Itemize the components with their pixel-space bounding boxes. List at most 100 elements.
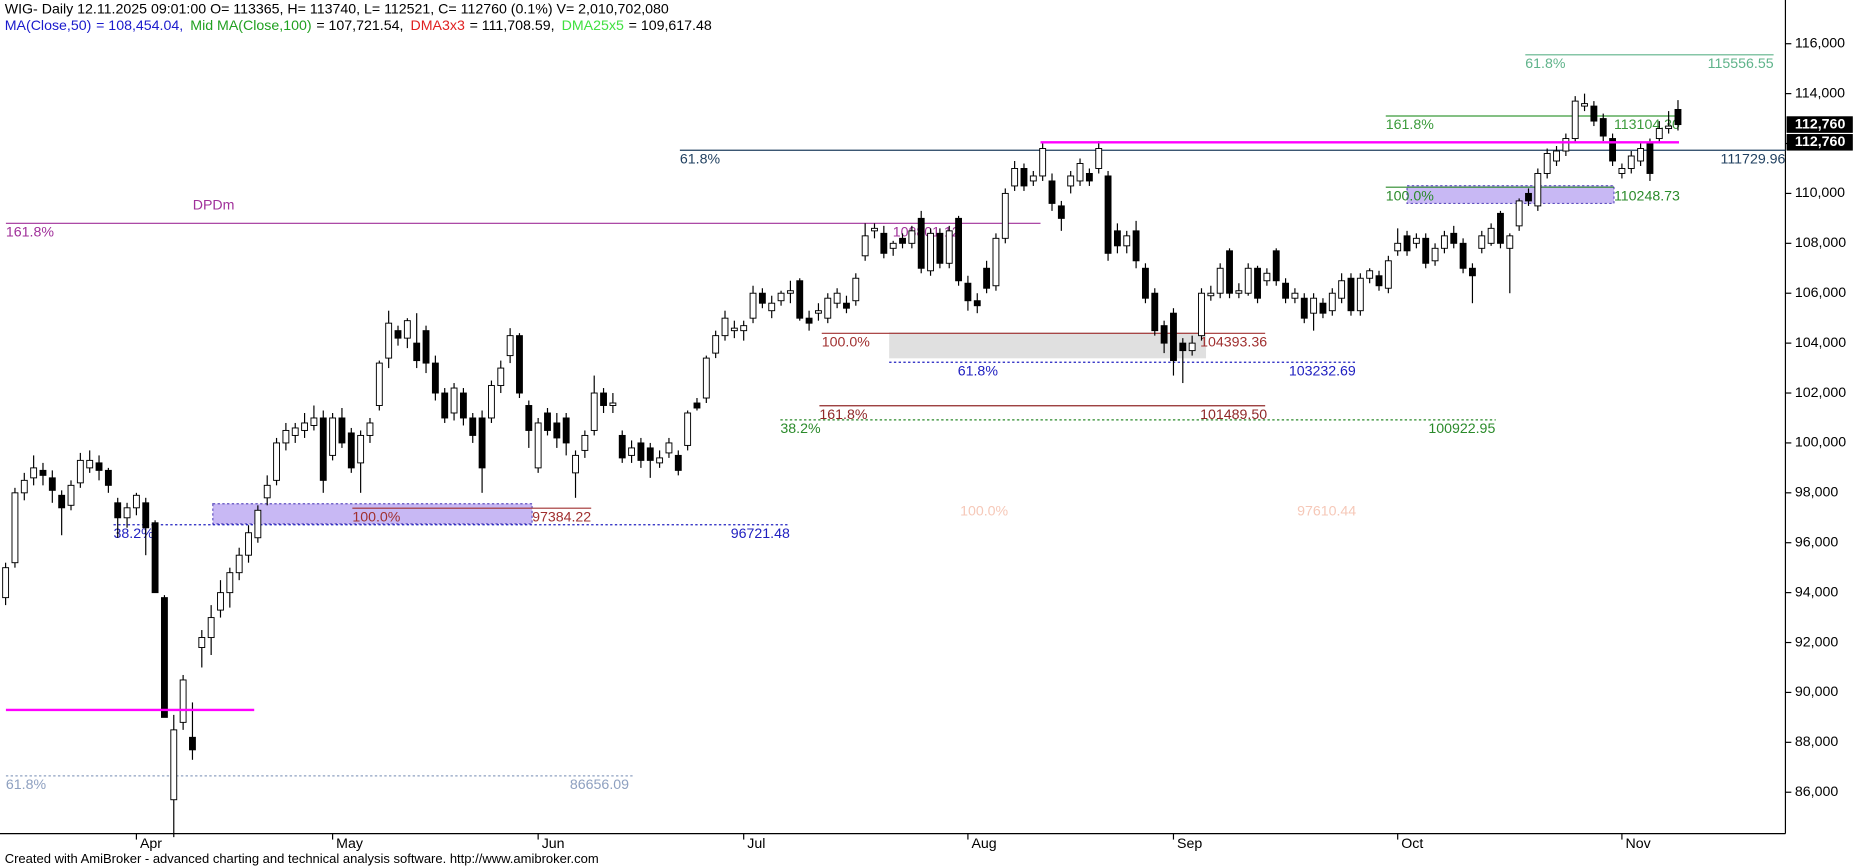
candle-body (207, 617, 215, 639)
candle-body (1020, 168, 1028, 187)
candle-body (525, 405, 533, 431)
price-tag-label: 112,760 (1795, 134, 1846, 150)
candle-body (1160, 325, 1168, 344)
level-pct: 100.0% (352, 509, 400, 525)
candle-body (581, 434, 589, 451)
candle-body (1104, 175, 1112, 254)
candle-body (665, 442, 673, 454)
level-pct: 61.8% (680, 151, 721, 167)
candle-body (1272, 250, 1280, 282)
candle-body (319, 417, 327, 481)
candle-body (1422, 237, 1430, 264)
indicator-legend: MA(Close,50) = 108,454.04, Mid MA(Close,10… (5, 18, 712, 34)
candle-body (338, 417, 346, 444)
candle-body (1263, 272, 1271, 282)
candle-body (740, 325, 748, 332)
candle-body (768, 302, 776, 312)
candle-body (833, 292, 841, 304)
candle-body (394, 330, 402, 339)
candle-body (889, 242, 897, 249)
level-pct: 38.2% (780, 421, 821, 437)
candle-body (1347, 277, 1355, 312)
level-pct: 61.8% (1525, 56, 1566, 72)
candle-body (1450, 232, 1458, 244)
candle-body (1665, 125, 1673, 130)
y-tick-label: 104,000 (1795, 335, 1846, 351)
x-tick-label: Sep (1177, 836, 1202, 852)
y-tick-label: 108,000 (1795, 235, 1846, 251)
header: WIG- Daily 12.11.2025 09:01:00 O= 113365… (5, 1, 669, 17)
y-tick-label: 102,000 (1795, 385, 1846, 401)
candle-body (1646, 143, 1654, 174)
level-value: 104393.36 (1200, 335, 1267, 351)
candle-body (1048, 180, 1056, 204)
candle-body (572, 454, 579, 474)
candle-body (927, 232, 934, 272)
candle-body (1506, 235, 1514, 249)
candle-body (1254, 267, 1261, 299)
candle-body (441, 392, 449, 419)
candle-body (1590, 105, 1598, 122)
candle-body (1188, 342, 1196, 352)
level-value: 103232.69 (1289, 363, 1356, 379)
candle-body (730, 327, 738, 332)
level-pct: 100.0% (960, 504, 1008, 520)
candle-body (506, 335, 514, 357)
footer: Created with AmiBroker - advanced charti… (5, 851, 599, 866)
candle-body (385, 322, 393, 359)
candle-body (964, 282, 972, 302)
candle-body (1300, 297, 1308, 319)
level-pct: 100.0% (1386, 188, 1434, 204)
x-tick-label: Nov (1625, 836, 1651, 852)
candle-body (1282, 282, 1290, 299)
candle-body (488, 385, 495, 419)
candle-body (1543, 153, 1551, 174)
y-tick-label: 110,000 (1795, 185, 1845, 201)
level-pct: 38.2% (114, 526, 155, 542)
candle-body (310, 417, 318, 426)
candle-body (824, 297, 832, 319)
candle-body (1497, 212, 1504, 244)
candle-body (86, 459, 94, 469)
candle-body (161, 597, 168, 718)
candle-body (805, 317, 813, 324)
candle-body (450, 387, 458, 414)
indicator-value: = 109,617.48 (629, 18, 712, 34)
candle-body (30, 467, 38, 479)
candle-body (646, 447, 654, 461)
annotation: DPDm (193, 198, 235, 214)
candle-body (95, 462, 103, 471)
candle-body (76, 459, 84, 484)
level-value: 115556.55 (1708, 56, 1774, 72)
indicator-name: DMA25x5 (562, 18, 624, 34)
candle-body (1571, 100, 1579, 140)
y-tick-label: 90,000 (1795, 684, 1838, 700)
candle-body (1226, 250, 1233, 294)
candle-body (217, 592, 224, 611)
candle-body (1553, 150, 1560, 162)
candle-body (245, 532, 252, 556)
candle-body (908, 230, 916, 244)
indicator-name: MA(Close,50) (5, 18, 92, 34)
candle-body (263, 484, 271, 499)
level-pct: 161.8% (819, 407, 867, 423)
y-tick-label: 98,000 (1795, 485, 1838, 501)
candle-body (142, 502, 150, 529)
y-tick-label: 94,000 (1795, 584, 1838, 600)
candle-body (637, 442, 645, 461)
level-value: 101489.50 (1200, 407, 1267, 423)
candle-body (628, 447, 636, 456)
x-tick-label: Jun (542, 836, 565, 852)
candle-body (1076, 163, 1084, 182)
candle-body (1001, 192, 1009, 239)
candle-body (562, 417, 570, 444)
candle-body (469, 417, 477, 436)
candle-body (189, 736, 196, 751)
candle-body (693, 402, 701, 409)
candle-body (796, 280, 804, 319)
candle-body (992, 237, 1000, 287)
candle-body (861, 235, 869, 257)
candle-body (282, 429, 290, 444)
candle-body (712, 335, 720, 354)
candle-body (366, 422, 374, 436)
